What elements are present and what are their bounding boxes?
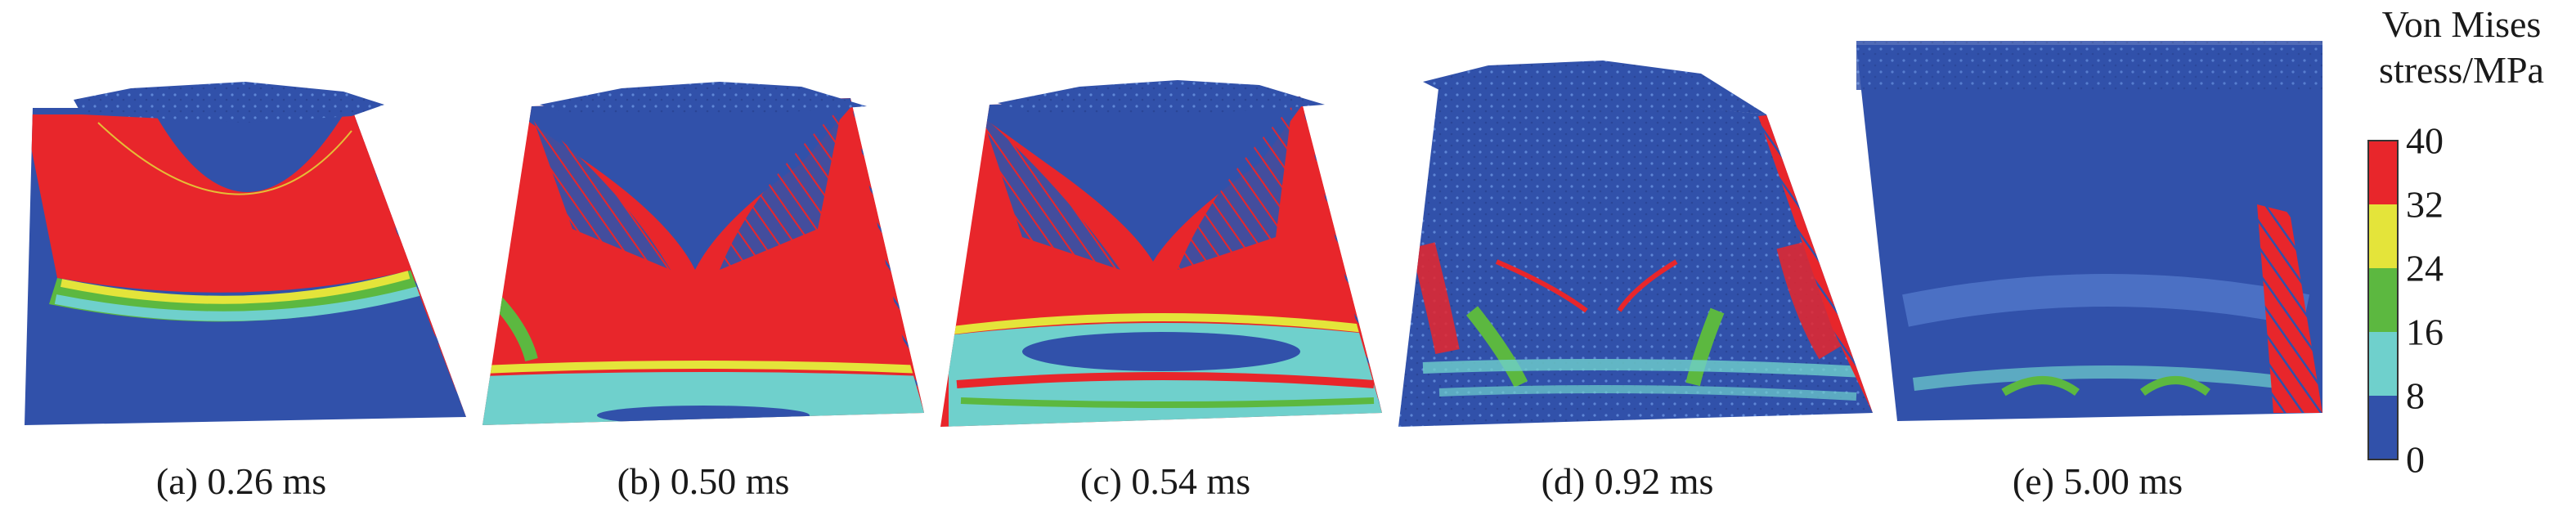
caption-panel-b: (b) 0.50 ms (617, 460, 790, 502)
legend-tick-40: 40 (2406, 119, 2444, 162)
caption-panel-a: (a) 0.26 ms (155, 460, 327, 502)
legend-title-line1: Von Mises (2381, 3, 2542, 45)
caption-panel-c: (c) 0.54 ms (1079, 460, 1251, 502)
panel-e-simulation (1856, 45, 2322, 421)
colorbar-band-32-40 (2368, 141, 2398, 204)
panel-b-simulation (482, 98, 924, 425)
panel-b-top-surface (540, 82, 867, 116)
legend-tick-32: 32 (2406, 183, 2444, 226)
colorbar-band-0-8 (2368, 396, 2398, 459)
panel-c-simulation (940, 96, 1382, 427)
panel-e-top-spray (1856, 41, 2322, 90)
stress-colorbar (2367, 140, 2399, 460)
panel-a-simulation (25, 108, 466, 425)
panel-d-simulation (1398, 82, 1873, 427)
legend-tick-16: 16 (2406, 311, 2444, 353)
colorbar-band-8-16 (2368, 332, 2398, 396)
panel-a-top-surface (74, 82, 384, 123)
legend-tick-0: 0 (2406, 438, 2425, 481)
colorbar-band-24-32 (2368, 204, 2398, 268)
legend-tick-8: 8 (2406, 374, 2425, 417)
colorbar-band-16-24 (2368, 268, 2398, 332)
caption-panel-d: (d) 0.92 ms (1541, 460, 1714, 502)
legend-tick-24: 24 (2406, 247, 2444, 289)
caption-panel-e: (e) 5.00 ms (2012, 460, 2183, 502)
panel-c-top-surface (998, 80, 1325, 114)
panel-d-top-surface (1423, 61, 1766, 114)
colorbar-frame (2367, 140, 2399, 460)
legend-title-line2: stress/MPa (2379, 49, 2544, 91)
